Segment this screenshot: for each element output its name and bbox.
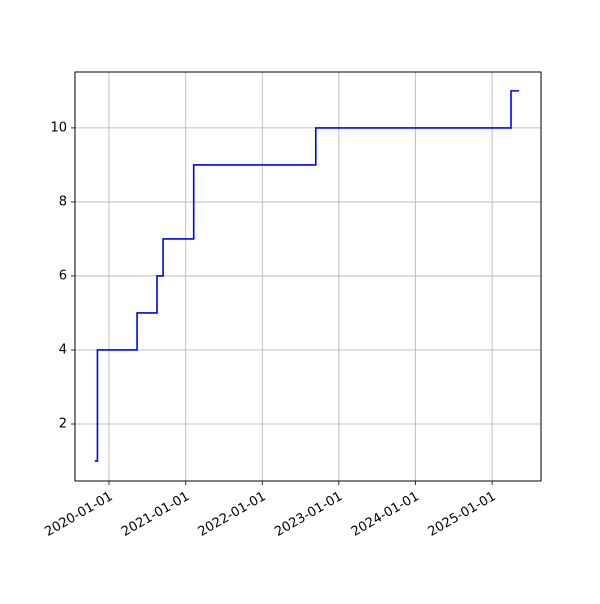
x-tick-label: 2024-01-01 [349, 489, 422, 540]
y-tick-label: 8 [59, 194, 67, 209]
y-tick-label: 6 [59, 268, 67, 283]
y-tick-label: 10 [50, 120, 67, 135]
x-tick-label: 2020-01-01 [42, 489, 115, 540]
y-tick-label: 2 [59, 416, 67, 431]
data-line [94, 90, 519, 462]
x-tick-label: 2023-01-01 [272, 489, 345, 540]
y-tick-label: 4 [59, 342, 67, 357]
x-tick-label: 2022-01-01 [196, 489, 269, 540]
x-tick-label: 2025-01-01 [426, 489, 499, 540]
x-tick-label: 2021-01-01 [119, 489, 192, 540]
plot-frame [74, 71, 542, 482]
